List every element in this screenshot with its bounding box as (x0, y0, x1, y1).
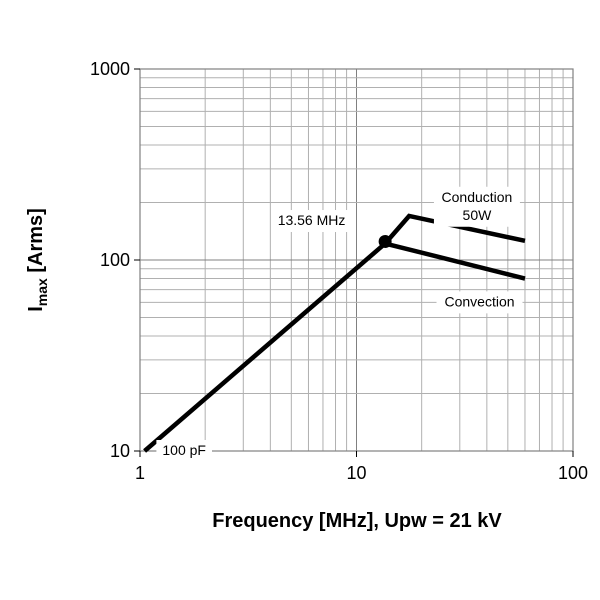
series-line (384, 241, 526, 281)
annotation-text: 13.56 MHz (278, 212, 346, 228)
annotation-text: Convection (444, 293, 514, 309)
label-convection: Convection (436, 291, 523, 314)
annotation-background (433, 186, 520, 227)
series-line (383, 213, 526, 245)
annotations: 100 pF 13.56 MHz Conduction 50W Convection (156, 186, 523, 462)
series-line (143, 241, 387, 453)
marker-point (378, 234, 392, 248)
x-tick-label: 10 (346, 463, 366, 483)
annotation-background (272, 210, 351, 233)
y-tick-label: 10 (110, 441, 130, 461)
label-13mhz: 13.56 MHz (272, 210, 351, 233)
x-axis-ticks: 1 10 100 (135, 451, 588, 483)
y-axis-label-rest: [Arms] (25, 208, 47, 278)
label-100pf: 100 pF (156, 440, 212, 462)
y-axis-ticks: 10 100 1000 (90, 59, 140, 461)
x-tick-label: 100 (558, 463, 588, 483)
annotation-background (436, 291, 523, 314)
x-axis-label: Frequency [MHz], Upw = 21 kV (212, 510, 502, 532)
y-axis-label-sub: max (34, 278, 50, 306)
label-conduction: Conduction 50W (433, 186, 520, 227)
series-lines (143, 213, 526, 453)
y-tick-label: 100 (100, 250, 130, 270)
grid (139, 68, 574, 452)
y-tick-label: 1000 (90, 59, 130, 79)
annotation-text: 100 pF (162, 442, 206, 458)
annotation-text: Conduction (442, 189, 513, 205)
annotation-background (156, 440, 212, 462)
annotation-text: 50W (463, 207, 493, 223)
y-axis-label: Imax [Arms] (25, 208, 50, 312)
x-tick-label: 1 (135, 463, 145, 483)
y-axis-label-main: I (25, 306, 47, 312)
